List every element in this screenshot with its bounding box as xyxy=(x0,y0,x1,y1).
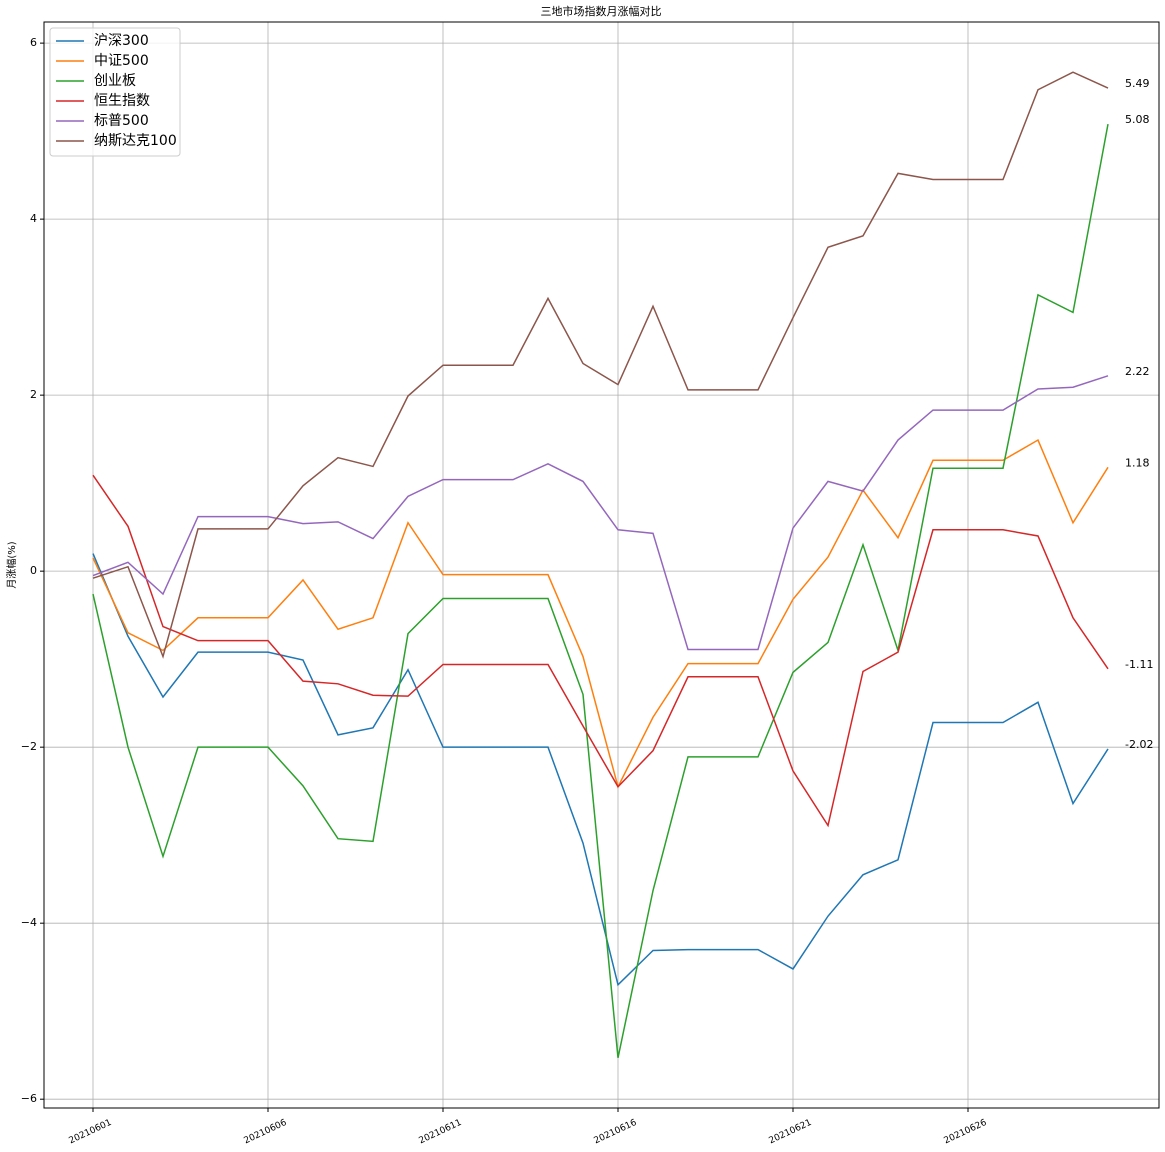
y-axis-label: 月涨幅(%) xyxy=(5,541,18,588)
legend-label: 中证500 xyxy=(94,53,149,69)
series-line xyxy=(92,71,1109,659)
series-line xyxy=(92,438,1109,789)
x-tick-label: 20210626 xyxy=(943,1118,989,1147)
end-value-label: -2.02 xyxy=(1125,738,1153,751)
legend-label: 沪深300 xyxy=(94,33,149,49)
x-tick-label: 20210606 xyxy=(243,1118,289,1147)
legend-box xyxy=(49,27,181,157)
series-line xyxy=(92,553,1109,987)
legend-label: 恒生指数 xyxy=(94,93,150,109)
series-line xyxy=(92,375,1109,651)
x-tick-label: 20210611 xyxy=(418,1118,464,1146)
end-value-label: 5.49 xyxy=(1125,77,1150,90)
series-line xyxy=(92,474,1109,828)
y-tick-label: −4 xyxy=(21,916,37,929)
plot-frame xyxy=(43,21,1160,1109)
x-tick-label: 20210601 xyxy=(68,1118,114,1146)
y-tick-label: 0 xyxy=(30,564,37,577)
end-value-label: 5.08 xyxy=(1125,113,1150,126)
legend-label: 创业板 xyxy=(94,73,136,89)
y-tick-label: −2 xyxy=(21,740,37,753)
y-tick-label: 2 xyxy=(30,388,37,401)
legend-label: 标普500 xyxy=(94,113,149,129)
x-tick-label: 20210621 xyxy=(768,1118,814,1146)
y-tick-label: 6 xyxy=(30,36,37,49)
y-tick-label: 4 xyxy=(30,212,37,225)
end-value-label: -1.11 xyxy=(1125,658,1153,671)
series-line xyxy=(92,123,1109,1058)
chart-title: 三地市场指数月涨幅对比 xyxy=(541,4,662,18)
y-tick-label: −6 xyxy=(21,1092,37,1105)
x-tick-label: 20210616 xyxy=(593,1118,639,1147)
end-value-label: 1.18 xyxy=(1125,456,1150,469)
end-value-label: 2.22 xyxy=(1125,365,1150,378)
legend-label: 纳斯达克100 xyxy=(94,133,177,149)
